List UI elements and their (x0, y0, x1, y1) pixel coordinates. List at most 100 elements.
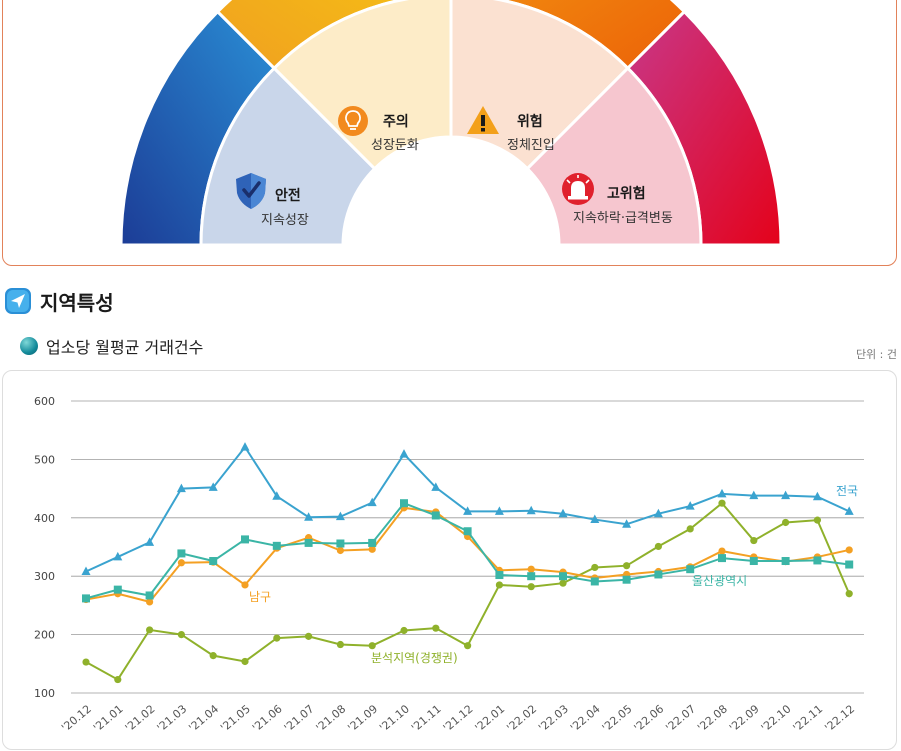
data-point (336, 640, 344, 649)
data-point (177, 559, 185, 567)
x-tick-label: '21.10 (377, 702, 412, 734)
x-tick-label: '21.01 (91, 702, 126, 734)
data-point (146, 598, 154, 606)
x-tick-label: '22.03 (536, 702, 571, 734)
data-point (622, 519, 632, 528)
y-tick-label: 200 (34, 629, 55, 642)
data-point (558, 508, 568, 518)
warning-icon (467, 106, 499, 134)
x-tick-label: '21.03 (155, 702, 190, 734)
data-point (240, 442, 250, 451)
unit-label: 단위 : 건 (855, 348, 897, 361)
data-point (623, 562, 631, 570)
x-tick-label: '21.02 (123, 702, 158, 734)
data-point (335, 511, 345, 521)
x-tick-label: '22.08 (695, 702, 730, 734)
data-point (463, 506, 473, 515)
data-point (494, 506, 504, 515)
series-label: 분석지역(경쟁권) (371, 651, 458, 665)
data-point (718, 554, 726, 563)
data-point (176, 483, 186, 493)
data-point (304, 512, 314, 521)
data-point (241, 657, 249, 666)
gauge-segment-subtitle: 정체진입 (507, 138, 555, 153)
data-point (431, 511, 440, 520)
chart-header: 업소당 월평균 거래건수 (20, 334, 203, 358)
data-point (495, 581, 503, 589)
data-point (718, 499, 726, 507)
data-point (590, 577, 599, 586)
data-point (368, 545, 376, 553)
risk-gauge-panel: 안전 지속성장 주의 성장둔화 위험 정체진입 고위험 지속하락·급격변동 (2, 0, 897, 266)
data-point (368, 642, 376, 650)
data-point (527, 583, 535, 591)
data-point (208, 482, 218, 491)
line-chart-panel: 100 200 300 400 500 600 '20.12'21.01'21.02'21… (2, 370, 897, 750)
siren-icon (562, 173, 594, 205)
data-point (781, 490, 791, 500)
x-tick-label: '22.09 (727, 702, 762, 734)
data-point (559, 572, 567, 581)
gauge-segment-subtitle: 지속하락·급격변동 (573, 211, 673, 226)
data-point (844, 506, 854, 515)
data-point (813, 516, 822, 524)
x-tick-label: '21.07 (282, 702, 317, 734)
data-point (559, 579, 567, 587)
section-title: 지역특성 (40, 290, 114, 315)
data-point (368, 538, 377, 547)
data-point (813, 556, 822, 565)
y-tick-label: 600 (34, 395, 55, 408)
data-point (336, 539, 345, 548)
data-point (685, 501, 695, 510)
data-point (749, 557, 758, 566)
x-tick-label: '21.04 (186, 702, 221, 734)
x-tick-label: '20.12 (59, 702, 94, 734)
data-point (305, 632, 313, 640)
data-point (750, 536, 758, 545)
x-tick-label: '21.05 (218, 702, 253, 734)
gauge-segment-subtitle: 지속성장 (261, 213, 309, 228)
data-point (272, 541, 281, 550)
data-point (654, 570, 663, 579)
x-tick-label: '21.09 (345, 702, 380, 734)
data-point (81, 566, 91, 576)
data-point (590, 514, 600, 524)
bullet-icon (20, 337, 38, 355)
data-point (463, 527, 472, 536)
data-point (82, 658, 90, 666)
data-point (241, 581, 249, 589)
data-point (686, 565, 695, 574)
data-point (591, 563, 599, 572)
data-point (622, 575, 631, 584)
data-point (113, 585, 122, 594)
x-tick-label: '22.06 (632, 702, 667, 734)
y-tick-label: 500 (34, 453, 55, 466)
gauge-segment-subtitle: 성장둔화 (371, 138, 419, 153)
data-point (464, 642, 472, 650)
data-point (304, 538, 313, 547)
data-point (845, 546, 853, 554)
data-point (653, 508, 663, 518)
data-point (495, 571, 504, 580)
series-4 (82, 499, 853, 684)
x-tick-label: '22.07 (663, 702, 698, 734)
series-label: 남구 (249, 590, 271, 604)
gauge-segment-title: 안전 (275, 187, 301, 204)
series-label: 울산광역시 (692, 574, 747, 588)
gauge-segment-title: 고위험 (607, 185, 646, 202)
x-tick-label: '21.06 (250, 702, 285, 734)
data-point (527, 565, 535, 573)
x-tick-label: '21.11 (409, 702, 444, 734)
data-point (526, 505, 536, 515)
data-point (113, 551, 123, 561)
x-tick-label: '22.04 (568, 702, 603, 734)
x-tick-label: '22.02 (504, 702, 539, 734)
data-point (209, 652, 217, 660)
data-point (272, 491, 282, 500)
section-header: 지역특성 (4, 285, 114, 317)
series-3 (82, 499, 854, 603)
data-point (145, 537, 155, 546)
